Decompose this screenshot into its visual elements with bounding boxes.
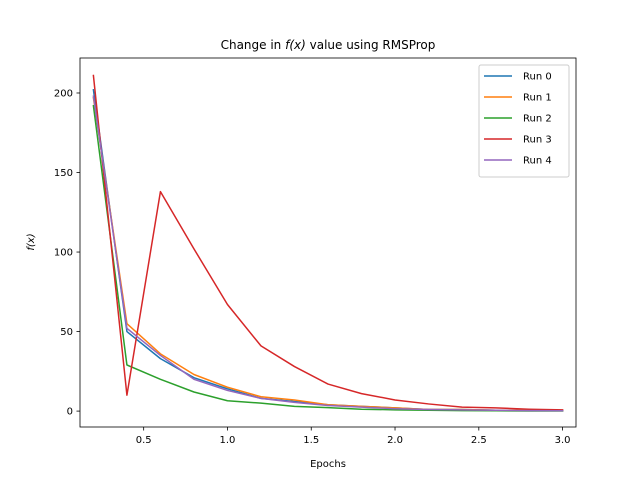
y-tick-label: 200	[54, 88, 73, 99]
x-tick-label: 1.0	[220, 435, 236, 446]
legend-frame	[478, 64, 570, 178]
series-line-run-4	[92, 95, 564, 412]
series-line-run-3	[92, 74, 564, 411]
y-tick-label: 0	[67, 407, 73, 418]
legend: Run 0 Run 1 Run 2 Run 3 Run 4	[478, 64, 570, 178]
y-tick-label: 50	[60, 327, 73, 338]
x-tick-label: 0.5	[136, 435, 152, 446]
legend-label-run-2: Run 2	[523, 114, 552, 125]
y-axis-ticks: 0 50 100 150 200	[54, 88, 80, 418]
legend-label-run-1: Run 1	[523, 93, 552, 104]
x-tick-label: 2.0	[387, 435, 403, 446]
x-axis-label: Epochs	[310, 459, 346, 470]
x-tick-label: 3.0	[555, 435, 571, 446]
chart-title: Change in f(x) value using RMSProp	[221, 38, 436, 52]
plot-area	[79, 57, 577, 428]
x-axis-ticks: 0.5 1.0 1.5 2.0 2.5 3.0	[136, 427, 571, 446]
y-tick-label: 100	[54, 248, 73, 259]
legend-label-run-4: Run 4	[523, 156, 552, 167]
x-tick-label: 2.5	[471, 435, 487, 446]
series-lines	[92, 74, 564, 412]
axes-frame	[79, 57, 577, 428]
legend-label-run-0: Run 0	[523, 72, 552, 83]
y-tick-label: 150	[54, 168, 73, 179]
y-axis-label: f(x)	[26, 233, 37, 250]
legend-label-run-3: Run 3	[523, 135, 552, 146]
x-tick-label: 1.5	[303, 435, 319, 446]
